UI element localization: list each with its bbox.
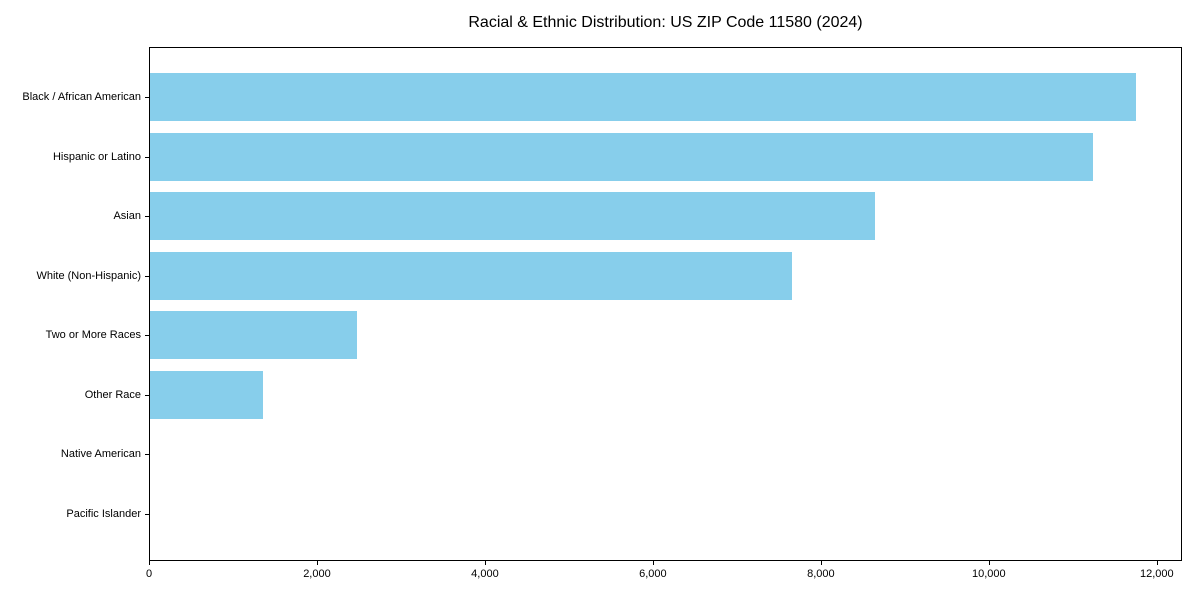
y-tick <box>145 335 149 337</box>
y-tick-label: Other Race <box>84 388 141 401</box>
y-tick-label: Black / African American <box>22 91 141 103</box>
y-tick-label: Hispanic or Latino <box>52 150 141 163</box>
x-tick-label: 0 <box>145 568 153 580</box>
x-tick <box>149 561 150 565</box>
x-tick-label: 4,000 <box>471 568 499 580</box>
y-tick-label: Asian <box>113 210 141 223</box>
y-tick <box>145 394 149 396</box>
y-tick-label: Pacific Islander <box>66 507 141 520</box>
y-tick <box>145 97 149 98</box>
y-tick <box>145 275 149 277</box>
y-tick <box>145 216 149 218</box>
y-tick-label: Two or More Races <box>45 329 141 342</box>
y-tick <box>145 513 149 515</box>
plot-area <box>149 47 1182 561</box>
x-tick-label: 12,000 <box>1139 568 1174 580</box>
x-tick-label: 10,000 <box>972 568 1006 580</box>
x-tick-label: 2,000 <box>303 568 331 580</box>
chart-title: Racial & Ethnic Distribution: US ZIP Cod… <box>468 14 863 31</box>
y-tick <box>145 454 149 456</box>
x-tick <box>484 561 486 565</box>
x-tick <box>316 561 318 565</box>
bar <box>150 311 357 360</box>
bar <box>150 251 793 300</box>
x-tick-label: 8,000 <box>807 568 835 580</box>
bar <box>150 192 875 241</box>
y-tick <box>145 156 149 158</box>
x-tick <box>988 561 990 565</box>
bar <box>150 132 1094 181</box>
y-tick-label: White (Non-Hispanic) <box>36 269 141 282</box>
bar <box>150 73 1136 121</box>
bar <box>150 370 263 419</box>
x-tick-label: 6,000 <box>639 568 667 580</box>
x-tick <box>820 561 822 565</box>
x-tick <box>1156 561 1158 565</box>
y-tick-label: Native American <box>60 448 141 461</box>
x-tick <box>652 561 654 565</box>
